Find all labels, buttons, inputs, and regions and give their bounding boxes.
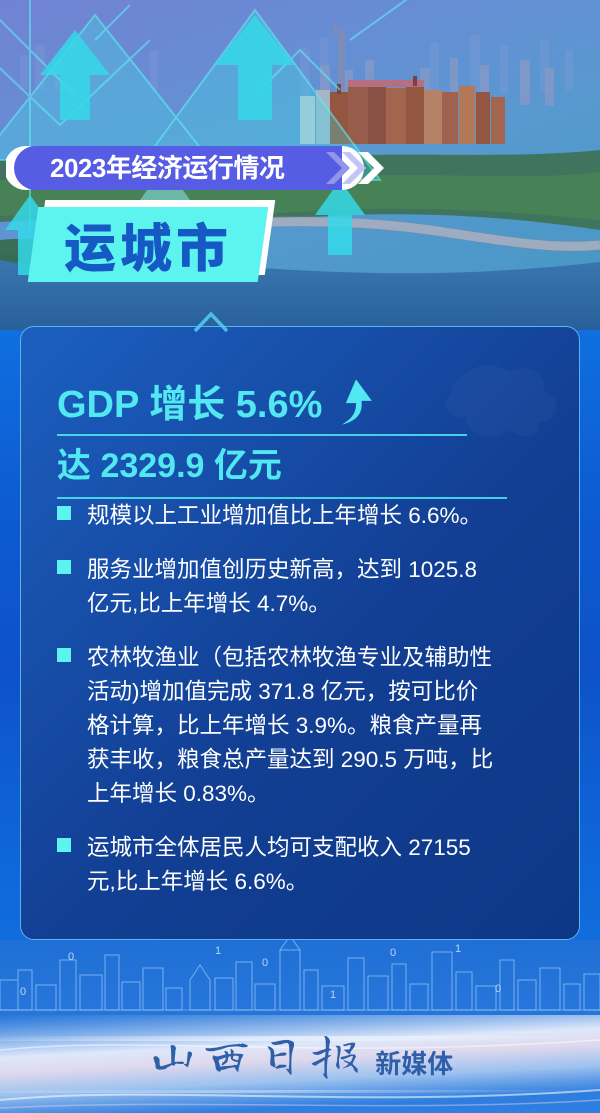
svg-text:2023年经济运行情况: 2023年经济运行情况	[50, 153, 285, 183]
svg-text:1: 1	[455, 943, 461, 955]
svg-text:0: 0	[390, 947, 396, 959]
svg-text:0: 0	[495, 983, 501, 995]
svg-text:1: 1	[330, 989, 336, 1001]
svg-text:1: 1	[215, 945, 221, 957]
svg-text:0: 0	[262, 957, 268, 969]
svg-text:0: 0	[68, 951, 74, 963]
svg-text:0: 0	[20, 986, 26, 998]
